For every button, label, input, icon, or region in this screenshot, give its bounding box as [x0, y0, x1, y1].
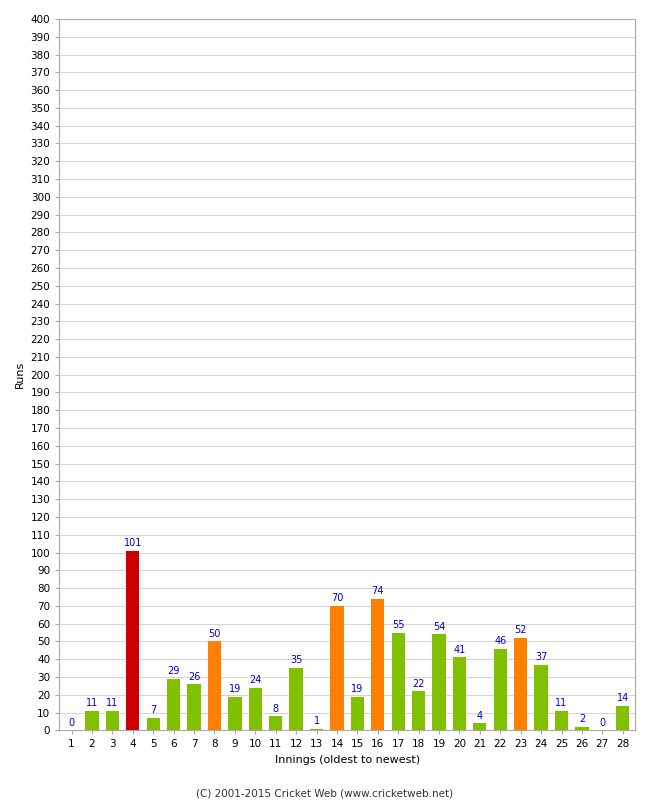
Text: 11: 11 [555, 698, 567, 708]
Bar [208, 642, 221, 730]
Text: 1: 1 [313, 716, 320, 726]
Text: 74: 74 [372, 586, 384, 596]
Bar [371, 599, 384, 730]
Text: 2: 2 [578, 714, 585, 724]
Text: 0: 0 [599, 718, 605, 728]
Bar [85, 711, 99, 730]
X-axis label: Innings (oldest to newest): Innings (oldest to newest) [274, 755, 420, 765]
Text: 35: 35 [290, 655, 302, 666]
Text: 50: 50 [208, 629, 220, 639]
Bar [412, 691, 425, 730]
Bar [555, 711, 568, 730]
Bar [147, 718, 160, 730]
Bar [269, 716, 282, 730]
Text: 7: 7 [150, 706, 157, 715]
Bar [575, 727, 588, 730]
Y-axis label: Runs: Runs [15, 361, 25, 388]
Text: 52: 52 [514, 626, 527, 635]
Text: 8: 8 [272, 703, 279, 714]
Text: 0: 0 [68, 718, 75, 728]
Bar [493, 649, 507, 730]
Text: 19: 19 [229, 684, 241, 694]
Bar [432, 634, 446, 730]
Text: 11: 11 [86, 698, 98, 708]
Text: 37: 37 [535, 652, 547, 662]
Bar [126, 550, 140, 730]
Text: 24: 24 [249, 675, 261, 685]
Bar [473, 723, 486, 730]
Bar [289, 668, 303, 730]
Bar [351, 697, 364, 730]
Bar [453, 658, 466, 730]
Bar [391, 633, 405, 730]
Bar [249, 688, 262, 730]
Text: 26: 26 [188, 671, 200, 682]
Bar [167, 679, 180, 730]
Bar [616, 706, 629, 730]
Text: (C) 2001-2015 Cricket Web (www.cricketweb.net): (C) 2001-2015 Cricket Web (www.cricketwe… [196, 788, 454, 798]
Text: 41: 41 [453, 645, 465, 655]
Bar [187, 684, 201, 730]
Text: 101: 101 [124, 538, 142, 548]
Bar [514, 638, 527, 730]
Text: 70: 70 [331, 594, 343, 603]
Text: 54: 54 [433, 622, 445, 632]
Text: 4: 4 [477, 710, 483, 721]
Bar [310, 729, 323, 730]
Text: 46: 46 [494, 636, 506, 646]
Text: 55: 55 [392, 620, 404, 630]
Text: 11: 11 [107, 698, 118, 708]
Text: 29: 29 [168, 666, 180, 676]
Bar [106, 711, 119, 730]
Bar [330, 606, 344, 730]
Bar [228, 697, 242, 730]
Text: 19: 19 [351, 684, 363, 694]
Text: 22: 22 [412, 678, 425, 689]
Text: 14: 14 [617, 693, 629, 703]
Bar [534, 665, 548, 730]
